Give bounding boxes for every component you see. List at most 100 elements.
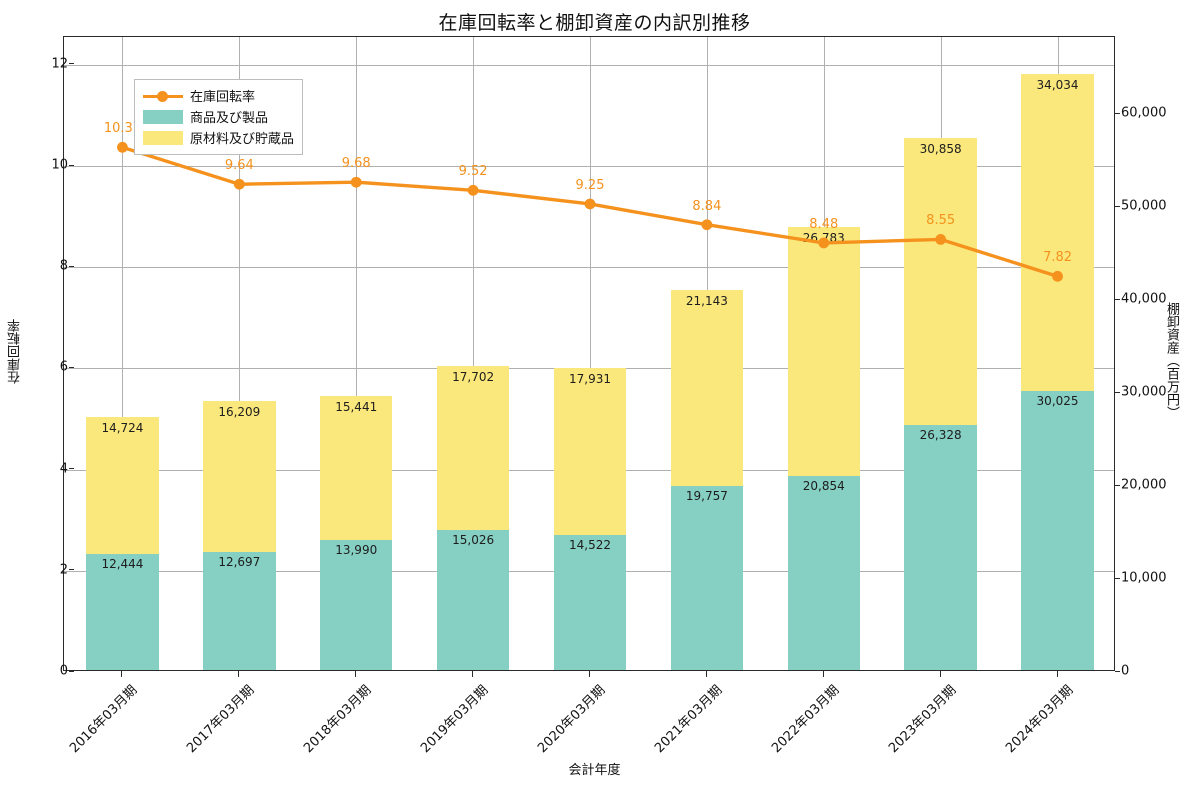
x-axis-tick-mark: [589, 671, 590, 677]
plot-area: 12,444 14,724 12,697 16,209 13,990 15,441 15,0…: [63, 36, 1115, 671]
bar-segment-merchandise-and-products[interactable]: [787, 476, 860, 670]
x-axis-tick-mark: [823, 671, 824, 677]
bar-value-label-raw-materials: 15,441: [335, 400, 378, 415]
bar-value-label-merchandise: 14,522: [568, 538, 611, 552]
legend-label: 原材料及び貯蔵品: [190, 132, 295, 147]
line-marker-point[interactable]: [584, 198, 596, 210]
color-patch-icon: [143, 109, 183, 124]
bar-segment-raw-materials-and-supplies[interactable]: [787, 227, 860, 477]
gridline-vertical: [356, 37, 357, 670]
bar-value-label-merchandise: 30,025: [1036, 393, 1079, 408]
x-axis-tick-mark: [355, 671, 356, 677]
x-axis-tick-label: 2016年03月期: [67, 682, 141, 757]
bar-stack[interactable]: 30,025 34,034: [1021, 74, 1094, 670]
line-marker-point[interactable]: [935, 233, 947, 245]
bar-stack[interactable]: 19,757 21,143: [670, 289, 744, 670]
y-axis-right-tick-label: 30,000: [1121, 384, 1167, 400]
line-series-overlay: [117, 141, 1063, 282]
x-axis-tick-label: 2024年03月期: [1002, 682, 1076, 757]
y-axis-left-title: 在庫回転率: [8, 319, 23, 385]
y-axis-right-tick: 0: [1115, 663, 1189, 679]
legend-item-merchandise-and-products[interactable]: 商品及び製品: [143, 106, 294, 127]
bar-value-label-merchandise: 19,757: [685, 489, 728, 504]
x-axis-tick-mark: [1057, 671, 1058, 677]
bar-segment-raw-materials-and-supplies[interactable]: [203, 401, 276, 552]
bar-stack[interactable]: 14,522 17,931: [553, 368, 627, 670]
y-axis-left-tick: 0: [16, 664, 74, 679]
x-axis-tick-label: 2021年03月期: [652, 682, 726, 757]
gridline-horizontal: [64, 267, 1114, 269]
y-axis-right-tick-label: 10,000: [1121, 570, 1167, 586]
bar-value-label-raw-materials: 16,209: [218, 405, 261, 420]
bar-segment-merchandise-and-products[interactable]: [670, 486, 744, 670]
legend-item-raw-materials-and-supplies[interactable]: 原材料及び貯蔵品: [143, 127, 294, 148]
y-axis-right-tick: 10,000: [1115, 570, 1189, 586]
x-axis-tick-mark: [940, 671, 941, 677]
y-axis-right-tick-label: 20,000: [1121, 477, 1167, 493]
bar-segment-merchandise-and-products[interactable]: [203, 551, 276, 670]
gridline-vertical: [122, 37, 123, 670]
line-path-inventory-turnover: [120, 145, 1060, 279]
bar-segment-merchandise-and-products[interactable]: [904, 425, 977, 670]
bar-value-label-raw-materials: 17,931: [568, 372, 611, 387]
x-axis-tick-mark: [472, 671, 473, 677]
bar-segment-raw-materials-and-supplies[interactable]: [319, 396, 393, 540]
bar-stack[interactable]: 12,444 14,724: [86, 417, 159, 670]
bar-stack[interactable]: 26,328 30,858: [904, 138, 977, 670]
bar-segment-raw-materials-and-supplies[interactable]: [1021, 74, 1094, 391]
y-axis-right-tick: 30,000: [1115, 384, 1189, 400]
bar-segment-merchandise-and-products[interactable]: [319, 539, 393, 670]
line-marker-point[interactable]: [233, 178, 245, 190]
bar-segment-merchandise-and-products[interactable]: [1021, 390, 1094, 670]
x-axis-tick-label: 2017年03月期: [184, 682, 258, 757]
bar-segment-merchandise-and-products[interactable]: [86, 554, 159, 670]
y-axis-left-tick: 4: [16, 461, 74, 477]
line-marker-point[interactable]: [701, 219, 713, 231]
line-marker-point[interactable]: [350, 176, 362, 188]
line-marker-point[interactable]: [818, 237, 830, 249]
bar-value-label-raw-materials: 17,702: [452, 369, 495, 384]
line-marker-point[interactable]: [1052, 270, 1063, 282]
x-axis-tick-label: 2023年03月期: [885, 682, 960, 757]
bar-segment-raw-materials-and-supplies[interactable]: [553, 368, 627, 535]
line-marker-point[interactable]: [467, 184, 479, 196]
x-axis-title: 会計年度: [568, 763, 621, 778]
y-axis-right-tick: 60,000: [1115, 106, 1189, 121]
chart-legend[interactable]: 在庫回転率 商品及び製品 原材料及び貯蔵品: [134, 79, 304, 155]
bar-segment-raw-materials-and-supplies[interactable]: [436, 365, 510, 531]
y-axis-right-tick-label: 0: [1121, 663, 1130, 679]
y-axis-left-tick: 12: [16, 56, 74, 72]
line-marker-point[interactable]: [117, 141, 128, 153]
bar-segment-raw-materials-and-supplies[interactable]: [670, 289, 744, 487]
gridline-horizontal: [64, 64, 1114, 66]
legend-item-inventory-turnover[interactable]: 在庫回転率: [143, 85, 294, 106]
bar-value-label-merchandise: 20,854: [802, 479, 845, 494]
gridline-vertical: [473, 37, 474, 670]
bar-stack[interactable]: 13,990 15,441: [319, 396, 393, 670]
gridline-horizontal: [64, 166, 1114, 168]
bar-segment-raw-materials-and-supplies[interactable]: [86, 417, 159, 555]
line-marker-icon: [143, 89, 183, 103]
y-axis-left-tick-label: 4: [59, 461, 68, 477]
x-axis-tick-label: 2020年03月期: [535, 682, 609, 757]
x-axis-tick-label: 2018年03月期: [301, 682, 375, 757]
x-axis-tick-label: 2019年03月期: [418, 682, 492, 757]
y-axis-right-tick: 20,000: [1115, 477, 1189, 493]
bar-value-label-merchandise: 13,990: [335, 542, 378, 557]
y-axis-left-tick-label: 2: [59, 562, 68, 578]
bar-segment-raw-materials-and-supplies[interactable]: [904, 138, 977, 426]
gridline-vertical: [239, 37, 240, 670]
legend-label: 在庫回転率: [190, 90, 256, 105]
legend-label: 商品及び製品: [190, 111, 269, 126]
line-value-label: 9.25: [575, 177, 605, 193]
bar-segment-merchandise-and-products[interactable]: [436, 530, 510, 670]
bar-value-label-merchandise: 26,328: [919, 428, 962, 443]
y-axis-left-tick-label: 12: [51, 56, 68, 72]
bar-stack[interactable]: 15,026 17,702: [436, 365, 510, 670]
y-axis-left-tick-label: 10: [51, 157, 68, 173]
bar-segment-merchandise-and-products[interactable]: [553, 535, 627, 670]
y-axis-left-tick: 6: [16, 359, 74, 375]
bar-stack[interactable]: 12,697 16,209: [203, 401, 276, 670]
y-axis-left-tick-label: 6: [59, 359, 68, 375]
